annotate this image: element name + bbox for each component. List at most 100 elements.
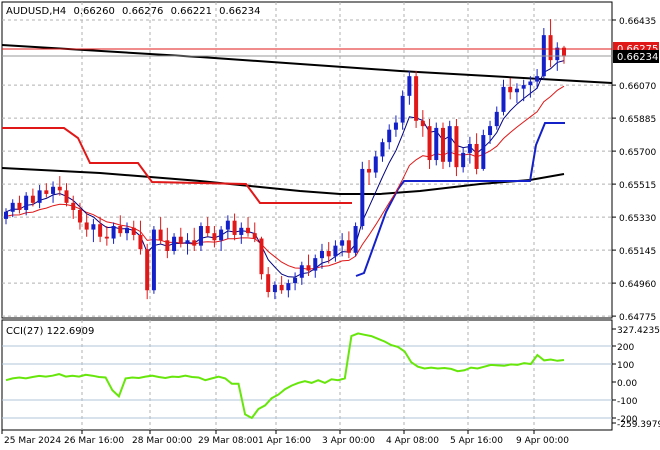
candle-body (306, 265, 311, 271)
candle-body (151, 229, 156, 291)
cci-tick-label: -259.3979 (617, 420, 660, 430)
ma-long-line (1, 44, 613, 84)
candle-body (125, 227, 130, 234)
candle-body (407, 76, 412, 96)
price-tick-label: 0.65885 (619, 115, 656, 125)
candle-body (98, 224, 103, 237)
candle-body (138, 234, 143, 250)
candle-body (514, 88, 519, 93)
candle-body (299, 265, 304, 278)
candle-body (387, 129, 392, 143)
candle-body (51, 186, 56, 194)
candle-body (212, 233, 217, 241)
candle-body (440, 127, 445, 162)
candle-body (501, 86, 506, 112)
blue-step-line (355, 122, 565, 277)
candle-body (548, 35, 553, 61)
candle-body (461, 152, 466, 168)
header-close: 0.66234 (219, 6, 260, 17)
time-tick-label: 26 Mar 16:00 (64, 436, 124, 446)
candle-body (427, 126, 432, 161)
time-tick-label: 9 Apr 00:00 (516, 436, 569, 446)
candle-body (24, 195, 29, 210)
candle-body (84, 222, 89, 230)
candle-body (420, 120, 425, 127)
candle-body (192, 240, 197, 246)
candle-body (474, 143, 479, 169)
bid-label: 0.66234 (617, 52, 658, 63)
candle-body (10, 202, 15, 212)
red-step-line (2, 127, 352, 204)
cci-title: CCI(27) 122.6909 (6, 326, 94, 337)
candle-body (252, 233, 257, 239)
candle-body (367, 168, 372, 173)
candle-body (131, 227, 136, 235)
cci-tick-label: -200 (617, 415, 638, 425)
candle-body (562, 47, 566, 57)
candle-body (286, 283, 291, 291)
candle-body (528, 81, 533, 86)
time-tick-label: 5 Apr 16:00 (450, 436, 503, 446)
candle-body (158, 229, 163, 241)
ma-mid-line (1, 167, 565, 195)
candle-body (272, 284, 277, 293)
price-tick-label: 0.64775 (619, 313, 656, 323)
candle-body (319, 251, 324, 259)
cci-tick-label: 327.4235 (617, 326, 660, 336)
candle-body (225, 220, 230, 230)
candle-body (555, 47, 560, 61)
price-tick-label: 0.66435 (619, 17, 656, 27)
candle-body (521, 85, 526, 89)
candle-body (44, 190, 49, 194)
candle-body (4, 211, 8, 219)
price-tick-label: 0.65330 (619, 214, 656, 224)
candle-body (488, 126, 493, 136)
candle-body (454, 126, 459, 168)
candle-body (71, 202, 76, 210)
candle-body (165, 240, 170, 251)
header-open: 0.66260 (73, 6, 114, 17)
candle-body (313, 258, 318, 271)
time-tick-label: 28 Mar 00:00 (132, 436, 192, 446)
candle-body (77, 209, 82, 223)
candle-body (266, 274, 271, 293)
cci-panel-frame (1, 319, 613, 431)
header-low: 0.66221 (171, 6, 212, 17)
candle-body (198, 226, 203, 246)
candle-body (326, 251, 331, 257)
ask-label: 0.66275 (617, 44, 658, 55)
candle-body (64, 190, 69, 203)
time-tick-label: 4 Apr 08:00 (386, 436, 439, 446)
time-tick-label: 1 Apr 16:00 (258, 436, 311, 446)
candle-body (37, 190, 42, 203)
time-tick-label: 29 Mar 08:00 (198, 436, 258, 446)
candle-body (178, 236, 183, 244)
candle-body (360, 168, 365, 227)
cci-line (5, 332, 565, 420)
candle-body (293, 277, 298, 284)
candle-body (434, 127, 439, 161)
time-axis: 25 Mar 2024 26 Mar 16:00 28 Mar 00:00 29 Ma… (1, 430, 569, 446)
cci-tick-label: -100 (617, 397, 638, 407)
candle-body (353, 226, 358, 253)
time-tick-label: 3 Apr 00:00 (322, 436, 375, 446)
candle-body (111, 226, 116, 239)
candle-body (340, 240, 345, 246)
symbol-header: AUDUSD,H4 0.66260 0.66276 0.66221 0.6623… (6, 6, 260, 17)
candle-body (205, 226, 210, 234)
candle-body (246, 227, 251, 234)
candle-body (447, 126, 452, 162)
cci-tick-label: 0.00 (617, 379, 637, 389)
candle-body (185, 240, 190, 244)
candle-body (380, 142, 385, 157)
candle-body (346, 240, 351, 253)
candle-body (467, 143, 472, 153)
cci-tick-label: 100 (617, 361, 634, 371)
candle-body (400, 95, 405, 123)
candle-body (393, 122, 398, 130)
candle-body (239, 227, 244, 235)
ema-red-line (5, 85, 565, 270)
candle-body (219, 229, 224, 241)
